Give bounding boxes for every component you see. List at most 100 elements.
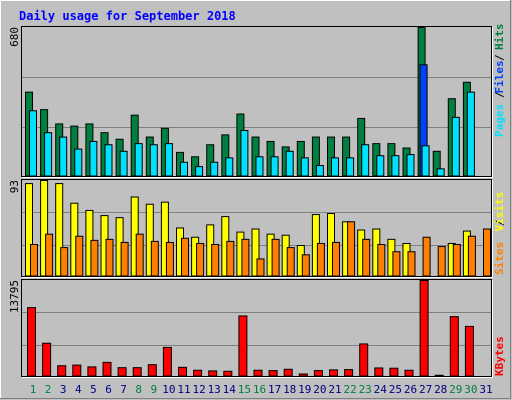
legend-entry: Visits [493,192,506,232]
pages-bar [270,156,279,177]
kbytes-bar [87,366,97,377]
sites-bar [181,237,189,277]
pages-bar [466,91,475,177]
day-label: 5 [90,383,97,396]
day-label: 11 [177,383,190,396]
kbytes-bar [329,369,338,377]
pages-bar [119,150,128,177]
sites-bar [135,233,144,277]
sites-bar [105,238,114,277]
day-label: 12 [192,383,205,396]
pages-bar [240,129,249,177]
kbytes-bar [419,280,429,377]
sites-bar [452,244,461,277]
bars-layer [25,27,491,377]
legend-entry: Hits [493,24,506,51]
sites-bar [483,228,491,277]
day-label: 16 [253,383,266,396]
legend-separator-slash: / [493,219,506,226]
pages-bar [89,140,98,177]
kbytes-bar [313,370,323,377]
day-label: 15 [238,383,251,396]
sites-bar [120,241,129,277]
sites-bar [407,251,416,277]
kbytes-bar [57,365,67,377]
day-label: 8 [135,383,142,396]
visits-bar [40,180,49,277]
sites-bar [467,235,476,277]
pages-bar [406,154,415,177]
kbytes-bar [102,361,112,377]
kbytes-bar [253,369,263,377]
labels-layer: 1 2 3 4 5 6 7 8 9 10 11 12 13 14 15 16 17 18 19 20 21 22 23 24 2… [8,24,506,397]
sites-bar [45,233,54,277]
day-label: 9 [150,383,157,396]
ymax-label: 93 [8,180,21,193]
day-label: 28 [434,383,447,396]
day-label: 13 [208,383,221,396]
kbytes-bar [283,368,293,377]
sites-bar [226,240,235,277]
visits-bar [25,183,33,277]
pages-bar [346,157,355,177]
ymax-label: 13795 [8,280,21,313]
kbytes-bar [27,307,36,377]
sites-bar [332,241,340,277]
sites-bar [286,247,295,277]
sites-bar [241,238,250,277]
legend-separator-slash: / [493,54,506,61]
pages-bar [331,157,339,177]
sites-bar [437,246,446,277]
sites-bar [316,242,325,277]
kbytes-bar [132,367,142,377]
day-label: 25 [389,383,402,396]
sites-bar [347,221,356,277]
ymax-label: 680 [8,27,21,47]
day-label: 31 [479,383,492,396]
day-label: 24 [374,383,388,396]
pages-bar [74,148,83,177]
kbytes-bar [72,364,82,377]
pages-bar [376,155,385,177]
pages-bar [225,157,234,177]
day-label: 18 [283,383,296,396]
day-label: 20 [313,383,326,396]
sites-bar [60,247,69,277]
sites-bar [422,236,431,277]
day-label: 4 [75,383,82,396]
sites-bar [90,239,99,277]
kbytes-bar [449,316,459,377]
pages-bar [59,136,68,177]
kbytes-bar [404,369,414,377]
kbytes-bar [374,367,384,377]
legend-entry: KBytes [493,336,506,376]
bottom-panel-frame [21,279,492,377]
kbytes-bar [464,325,474,377]
sites-bar [30,244,38,277]
kbytes-bar [344,369,354,377]
pages-bar [149,144,158,177]
kbytes-bar [147,364,157,377]
day-label: 23 [359,383,372,396]
pages-bar [180,161,188,177]
pages-bar [436,168,445,177]
sites-bar [211,244,220,277]
pages-bar [315,165,324,177]
kbytes-bar [298,373,308,377]
pages-bar [391,155,400,177]
pages-bar [164,143,173,177]
pages-bar [285,150,294,177]
pages-bar [210,161,219,177]
sites-bar [165,241,174,277]
sites-bar [256,258,265,277]
day-label: 2 [45,383,52,396]
day-label: 22 [343,383,356,396]
kbytes-bar [162,346,172,377]
day-label: 14 [223,383,237,396]
sites-bar [301,254,310,277]
sites-bar [362,238,371,277]
pages-bar [195,166,204,177]
day-label: 6 [105,383,112,396]
visits-bar [145,203,154,277]
